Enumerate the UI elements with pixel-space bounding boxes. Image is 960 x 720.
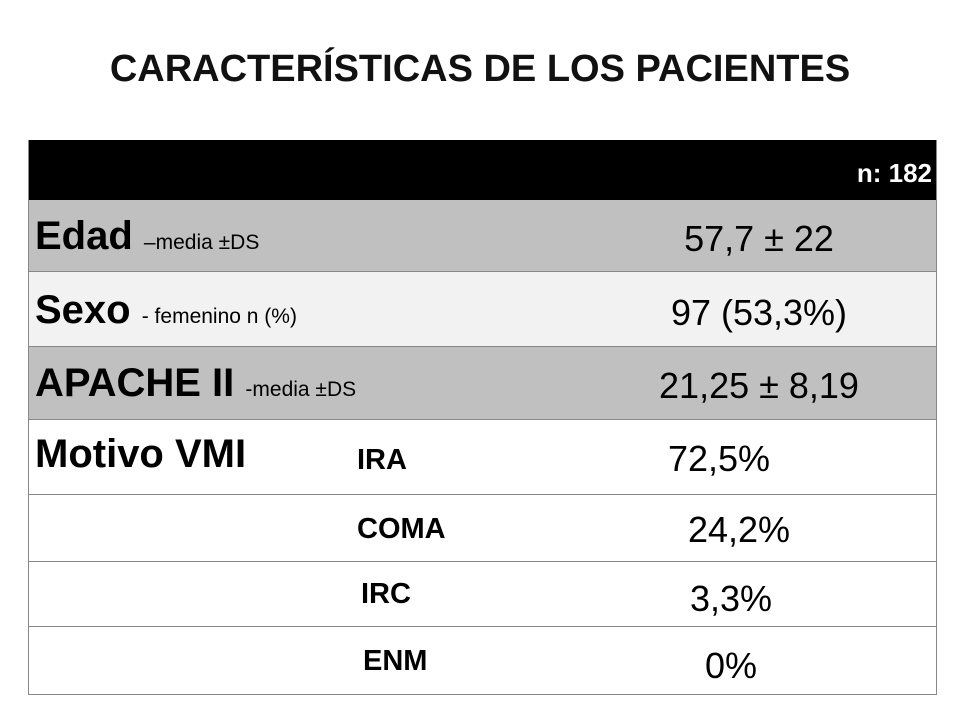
row: APACHE II -media ±DS 21,25 ± 8,19 (29, 347, 936, 420)
row: Edad –media ±DS 57,7 ± 22 (29, 200, 936, 272)
value: 57,7 ± 22 (684, 218, 834, 259)
row-label: Sexo - femenino n (%) (35, 288, 297, 333)
note: COMA (357, 513, 446, 545)
value: 97 (53,3%) (670, 292, 848, 333)
value: 72,5% (667, 438, 771, 479)
row: Sexo - femenino n (%) 97 (53,3%) (29, 272, 936, 347)
note: IRA (357, 444, 407, 476)
value: 21,25 ± 8,19 (659, 365, 859, 406)
row: COMA 24,2% (29, 495, 936, 562)
note: - femenino n (%) (141, 305, 297, 328)
note: IRC (361, 578, 411, 610)
row-label: Edad –media ±DS (35, 214, 259, 259)
row: Motivo VMI IRA 72,5% (29, 420, 936, 495)
label: Sexo (35, 288, 131, 332)
note: ENM (363, 645, 428, 677)
table-header: n: 182 (29, 140, 936, 200)
row: IRC 3,3% (29, 562, 936, 627)
value: 3,3% (689, 578, 773, 619)
row-label: APACHE II -media ±DS (35, 361, 356, 406)
label: APACHE II (35, 361, 235, 405)
value: 0% (704, 645, 758, 686)
title: CARACTERÍSTICAS DE LOS PACIENTES (109, 48, 851, 90)
note: –media ±DS (143, 231, 260, 254)
label: Edad (35, 214, 133, 258)
value: 24,2% (687, 509, 791, 550)
row: ENM 0% (29, 627, 936, 695)
label: Motivo VMI (35, 432, 247, 476)
table: n: 182 Edad –media ±DS 57,7 ± 22 Sexo - … (28, 140, 937, 695)
note: -media ±DS (245, 378, 357, 401)
